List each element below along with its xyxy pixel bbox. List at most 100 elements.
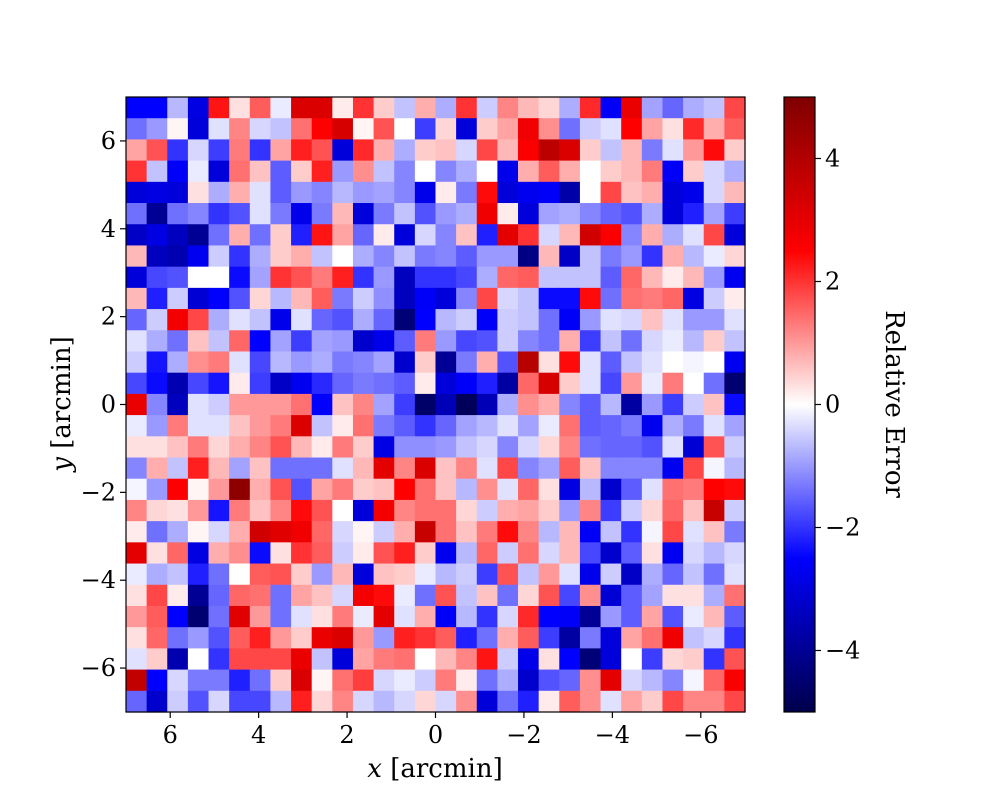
colorbar-tick-label: 4 bbox=[825, 145, 840, 173]
heatmap-cell-r5-c22 bbox=[579, 203, 602, 225]
heatmap-cell-r28-c7 bbox=[270, 690, 292, 713]
heatmap-cell-r9-c6 bbox=[249, 287, 272, 310]
heatmap-cell-r12-c8 bbox=[291, 351, 313, 374]
heatmap-cell-r12-c21 bbox=[559, 351, 581, 374]
heatmap-cell-r22-c3 bbox=[187, 563, 210, 586]
heatmap-cell-r4-c11 bbox=[352, 181, 375, 204]
heatmap-cell-r4-c1 bbox=[146, 181, 168, 204]
colorbar-tick-label: 2 bbox=[825, 268, 840, 296]
heatmap-cell-r22-c24 bbox=[621, 563, 643, 586]
y-tick-label: 2 bbox=[101, 303, 116, 331]
heatmap-cell-r26-c27 bbox=[683, 648, 705, 671]
heatmap-cell-r12-c3 bbox=[187, 351, 210, 374]
heatmap-cell-r28-c8 bbox=[291, 690, 313, 713]
heatmap-cell-r17-c11 bbox=[352, 457, 375, 480]
heatmap-cell-r0-c11 bbox=[352, 97, 375, 119]
heatmap-cell-r17-c15 bbox=[435, 457, 457, 480]
heatmap-cell-r11-c12 bbox=[373, 330, 395, 353]
heatmap-cell-r1-c21 bbox=[559, 118, 581, 141]
heatmap-cell-r15-c9 bbox=[311, 415, 333, 437]
heatmap-cell-r7-c1 bbox=[146, 245, 168, 268]
heatmap-cell-r23-c10 bbox=[332, 584, 354, 607]
heatmap-cell-r13-c11 bbox=[352, 372, 375, 395]
heatmap-cell-r23-c2 bbox=[167, 584, 189, 607]
heatmap-cell-r21-c18 bbox=[497, 542, 519, 565]
heatmap-cell-r23-c17 bbox=[476, 584, 498, 607]
heatmap-cell-r16-c9 bbox=[311, 436, 333, 459]
heatmap-cell-r13-c6 bbox=[249, 372, 272, 395]
heatmap-cell-r25-c13 bbox=[394, 627, 416, 649]
heatmap-cell-r21-c5 bbox=[229, 542, 251, 565]
heatmap-cell-r23-c11 bbox=[352, 584, 375, 607]
heatmap-cell-r17-c3 bbox=[187, 457, 210, 480]
heatmap-cell-r23-c6 bbox=[249, 584, 272, 607]
heatmap-cell-r8-c26 bbox=[662, 266, 684, 289]
heatmap-cell-r8-c14 bbox=[414, 266, 437, 289]
heatmap-cell-r22-c2 bbox=[167, 563, 189, 586]
heatmap-cell-r24-c13 bbox=[394, 605, 416, 628]
heatmap-cell-r25-c25 bbox=[641, 627, 664, 649]
heatmap-cell-r24-c12 bbox=[373, 605, 395, 628]
heatmap-cell-r5-c17 bbox=[476, 203, 498, 225]
heatmap-cell-r12-c9 bbox=[311, 351, 333, 374]
heatmap-cell-r17-c17 bbox=[476, 457, 498, 480]
heatmap-cell-r11-c19 bbox=[518, 330, 540, 353]
heatmap-cell-r28-c17 bbox=[476, 690, 498, 713]
heatmap-cell-r9-c14 bbox=[414, 287, 437, 310]
heatmap-cell-r22-c28 bbox=[703, 563, 725, 586]
heatmap-cell-r3-c15 bbox=[435, 160, 457, 183]
heatmap-cell-r3-c29 bbox=[724, 160, 746, 183]
heatmap-cell-r10-c20 bbox=[538, 309, 560, 331]
heatmap-cell-r5-c10 bbox=[332, 203, 354, 225]
heatmap-cell-r15-c23 bbox=[600, 415, 622, 437]
heatmap-cell-r25-c26 bbox=[662, 627, 684, 649]
heatmap-cell-r16-c22 bbox=[579, 436, 602, 459]
heatmap-cell-r21-c17 bbox=[476, 542, 498, 565]
heatmap-cell-r16-c28 bbox=[703, 436, 725, 459]
heatmap-cell-r12-c6 bbox=[249, 351, 272, 374]
heatmap-cell-r13-c4 bbox=[208, 372, 230, 395]
heatmap-cell-r3-c10 bbox=[332, 160, 354, 183]
heatmap-cells bbox=[126, 97, 746, 713]
heatmap-cell-r23-c15 bbox=[435, 584, 457, 607]
heatmap-cell-r23-c9 bbox=[311, 584, 333, 607]
heatmap-cell-r3-c26 bbox=[662, 160, 684, 183]
heatmap-cell-r18-c16 bbox=[456, 478, 478, 501]
heatmap-cell-r15-c27 bbox=[683, 415, 705, 437]
heatmap-cell-r8-c15 bbox=[435, 266, 457, 289]
heatmap-cell-r1-c3 bbox=[187, 118, 210, 141]
heatmap-cell-r17-c4 bbox=[208, 457, 230, 480]
heatmap-cell-r27-c14 bbox=[414, 669, 437, 692]
heatmap-cell-r17-c23 bbox=[600, 457, 622, 480]
heatmap-cell-r19-c20 bbox=[538, 499, 560, 522]
heatmap-cell-r12-c1 bbox=[146, 351, 168, 374]
heatmap-cell-r1-c1 bbox=[146, 118, 168, 141]
y-tick-label: 0 bbox=[101, 391, 116, 419]
heatmap-cell-r1-c4 bbox=[208, 118, 230, 141]
heatmap-cell-r3-c28 bbox=[703, 160, 725, 183]
heatmap-cell-r13-c8 bbox=[291, 372, 313, 395]
heatmap-cell-r7-c20 bbox=[538, 245, 560, 268]
heatmap-cell-r22-c11 bbox=[352, 563, 375, 586]
heatmap-cell-r13-c19 bbox=[518, 372, 540, 395]
heatmap-cell-r4-c7 bbox=[270, 181, 292, 204]
heatmap-cell-r11-c11 bbox=[352, 330, 375, 353]
heatmap-cell-r24-c19 bbox=[518, 605, 540, 628]
heatmap-cell-r0-c18 bbox=[497, 97, 519, 119]
heatmap-cell-r2-c2 bbox=[167, 139, 189, 162]
heatmap-cell-r23-c24 bbox=[621, 584, 643, 607]
heatmap-cell-r21-c1 bbox=[146, 542, 168, 565]
heatmap-cell-r26-c12 bbox=[373, 648, 395, 671]
heatmap-cell-r17-c7 bbox=[270, 457, 292, 480]
heatmap-cell-r6-c9 bbox=[311, 224, 333, 247]
heatmap-cell-r19-c10 bbox=[332, 499, 354, 522]
heatmap-cell-r18-c23 bbox=[600, 478, 622, 501]
heatmap-cell-r19-c26 bbox=[662, 499, 684, 522]
heatmap-cell-r0-c21 bbox=[559, 97, 581, 119]
heatmap-cell-r16-c27 bbox=[683, 436, 705, 459]
heatmap-cell-r8-c18 bbox=[497, 266, 519, 289]
heatmap-cell-r28-c5 bbox=[229, 690, 251, 713]
heatmap-cell-r26-c29 bbox=[724, 648, 746, 671]
heatmap-cell-r3-c17 bbox=[476, 160, 498, 183]
heatmap-cell-r6-c16 bbox=[456, 224, 478, 247]
